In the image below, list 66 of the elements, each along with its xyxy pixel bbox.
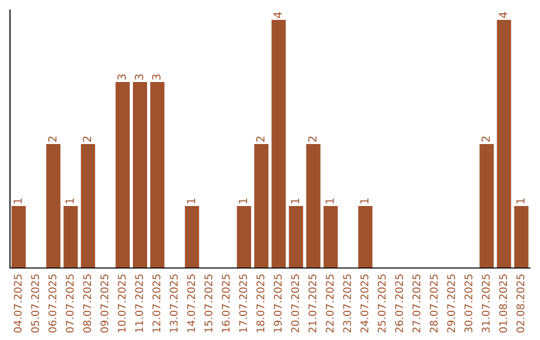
data-label: 4 xyxy=(274,12,282,18)
data-label: 3 xyxy=(117,74,126,80)
x-tick-label: 22.07.2025 xyxy=(326,274,334,332)
x-tick-label: 25.07.2025 xyxy=(378,274,386,332)
bar xyxy=(46,144,60,268)
bar xyxy=(288,206,304,268)
data-label: 1 xyxy=(516,198,524,204)
bar xyxy=(514,206,528,268)
x-tick-label: 08.07.2025 xyxy=(83,274,92,333)
x-tick-label: 19.07.2025 xyxy=(274,274,282,332)
data-label: 1 xyxy=(14,198,22,204)
data-label: 1 xyxy=(66,198,74,204)
bar xyxy=(116,82,130,268)
data-label: 2 xyxy=(481,136,490,142)
bar xyxy=(150,82,164,268)
x-tick-label: 18.07.2025 xyxy=(256,274,264,332)
bar xyxy=(236,206,252,268)
bar xyxy=(254,144,268,268)
x-tick-label: 23.07.2025 xyxy=(343,274,352,332)
data-label: 3 xyxy=(152,74,161,80)
bar xyxy=(480,144,494,268)
x-tick-label: 11.07.2025 xyxy=(135,274,144,332)
x-tick-label: 28.07.2025 xyxy=(430,274,438,332)
x-tick-label: 24.07.2025 xyxy=(360,274,368,332)
bar xyxy=(184,206,200,268)
data-label: 1 xyxy=(326,198,334,204)
x-tick-label: 27.07.2025 xyxy=(412,274,420,332)
x-tick-label: 12.07.2025 xyxy=(152,274,160,332)
bar xyxy=(306,144,320,268)
data-label: 1 xyxy=(238,198,248,204)
x-tick-label: 31.07.2025 xyxy=(482,274,490,332)
x-tick-label: 06.07.2025 xyxy=(48,274,56,333)
x-tick-label: 14.07.2025 xyxy=(187,274,196,332)
data-label: 1 xyxy=(360,198,368,204)
data-label: 2 xyxy=(82,136,92,142)
data-label: 2 xyxy=(256,136,264,142)
x-tick-label: 13.07.2025 xyxy=(170,274,178,332)
data-label: 1 xyxy=(290,198,300,204)
bar xyxy=(80,144,96,268)
bar xyxy=(358,206,372,268)
data-label: 4 xyxy=(498,12,508,18)
x-tick-label: 30.07.2025 xyxy=(464,274,472,332)
bar xyxy=(64,206,78,268)
x-tick-label: 16.07.2025 xyxy=(222,274,230,332)
data-label: 2 xyxy=(308,136,316,142)
x-tick-label: 02.08.2025 xyxy=(516,274,524,333)
bar xyxy=(496,20,512,268)
bar xyxy=(324,206,338,268)
x-tick-label: 15.07.2025 xyxy=(204,274,212,332)
x-tick-label: 05.07.2025 xyxy=(31,274,40,333)
data-label: 2 xyxy=(48,136,56,142)
x-tick-label: 21.07.2025 xyxy=(308,274,316,332)
x-tick-label: 20.07.2025 xyxy=(291,274,300,332)
data-label: 1 xyxy=(186,198,196,204)
x-tick-label: 10.07.2025 xyxy=(118,274,126,332)
x-tick-label: 26.07.2025 xyxy=(395,274,404,332)
x-tick-label: 29.07.2025 xyxy=(447,274,456,332)
x-tick-label: 07.07.2025 xyxy=(66,274,74,333)
x-tick-label: 04.07.2025 xyxy=(14,274,22,333)
x-tick-label: 17.07.2025 xyxy=(239,274,248,332)
bar xyxy=(272,20,286,268)
data-label: 3 xyxy=(134,74,144,80)
x-tick-label: 09.07.2025 xyxy=(100,274,108,333)
bar xyxy=(132,82,148,268)
bar xyxy=(12,206,26,268)
x-tick-label: 01.08.2025 xyxy=(499,274,508,333)
